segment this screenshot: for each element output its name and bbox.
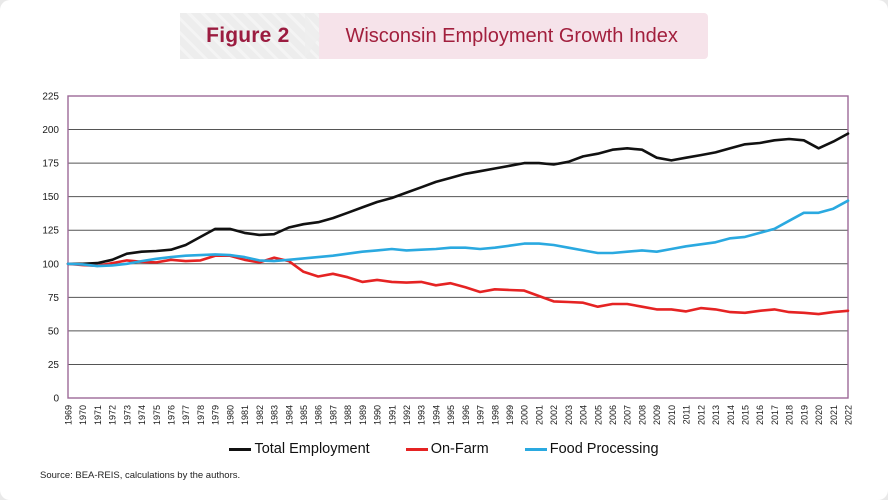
x-tick-label: 2000: [520, 405, 530, 425]
y-tick-label: 150: [42, 192, 59, 203]
chart-title-box: Wisconsin Employment Growth Index: [319, 13, 708, 59]
x-tick-label: 1978: [196, 405, 206, 425]
x-tick-label: 1992: [402, 405, 412, 425]
x-tick-label: 1977: [181, 405, 191, 425]
x-tick-label: 2018: [785, 405, 795, 425]
y-tick-label: 0: [53, 394, 59, 405]
x-tick-label: 2004: [579, 405, 589, 425]
x-tick-label: 2021: [829, 405, 839, 425]
x-tick-label: 1996: [461, 405, 471, 425]
x-tick-label: 1989: [358, 405, 368, 425]
x-tick-label: 2001: [534, 405, 544, 425]
x-tick-label: 1984: [284, 405, 294, 425]
x-tick-label: 1986: [314, 405, 324, 425]
x-tick-label: 1990: [373, 405, 383, 425]
y-tick-label: 175: [42, 159, 59, 170]
x-tick-label: 1981: [240, 405, 250, 425]
x-tick-label: 2020: [814, 405, 824, 425]
x-tick-label: 1970: [78, 405, 88, 425]
x-tick-label: 1971: [93, 405, 103, 425]
legend-item-food-processing: Food Processing: [524, 441, 659, 457]
y-tick-label: 200: [42, 125, 59, 136]
legend-swatch-total-employment-icon: [229, 447, 252, 451]
x-tick-label: 1969: [64, 405, 74, 425]
employment-growth-line-chart: 0 25 50 75 100 125 150 175 200 225 1969 1970 1971 197…: [42, 92, 854, 426]
y-tick-label: 100: [42, 259, 59, 270]
chevron-right-icon: [305, 14, 321, 58]
chart-title: Wisconsin Employment Growth Index: [345, 24, 678, 47]
x-tick-label: 2019: [799, 405, 809, 425]
x-tick-label: 2010: [667, 405, 677, 425]
figure-header: Figure 2 Wisconsin Employment Growth Ind…: [0, 13, 888, 59]
y-tick-label: 225: [42, 92, 59, 103]
series-line-total-employment: [66, 132, 850, 266]
x-tick-label: 2009: [652, 405, 662, 425]
x-tick-label: 1994: [431, 405, 441, 425]
plot-border: [67, 95, 849, 399]
x-tick-label: 1974: [137, 405, 147, 425]
x-tick-label: 2022: [844, 405, 854, 425]
figure-label-box: Figure 2: [180, 13, 321, 59]
x-tick-label: 1979: [211, 405, 221, 425]
x-tick-label: 2014: [726, 405, 736, 425]
series-line-on-farm: [66, 254, 850, 316]
x-tick-label: 2016: [755, 405, 765, 425]
legend-label-on-farm: On-Farm: [430, 441, 489, 457]
x-tick-label: 2006: [608, 405, 618, 425]
x-tick-label: 2007: [623, 405, 633, 425]
x-tick-label: 1985: [299, 405, 309, 425]
x-tick-label: 2015: [740, 405, 750, 425]
x-tick-label: 1997: [476, 405, 486, 425]
y-tick-label: 125: [42, 226, 59, 237]
x-tick-label: 1975: [152, 405, 162, 425]
x-tick-label: 2003: [564, 405, 574, 425]
legend-label-total-employment: Total Employment: [254, 441, 370, 457]
x-tick-label: 1988: [343, 405, 353, 425]
figure-label: Figure 2: [206, 24, 290, 47]
x-tick-label: 2002: [549, 405, 559, 425]
legend-item-total-employment: Total Employment: [229, 441, 370, 457]
x-tick-label: 1972: [108, 405, 118, 425]
x-tick-label: 2005: [593, 405, 603, 425]
x-tick-label: 1973: [122, 405, 132, 425]
x-tick-label: 2012: [696, 405, 706, 425]
x-tick-label: 2017: [770, 405, 780, 425]
chart-area: 0 25 50 75 100 125 150 175 200 225 1969 1970 1971 197…: [0, 88, 888, 440]
series-line-food-processing: [66, 199, 850, 268]
x-tick-label: 1987: [328, 405, 338, 425]
y-tick-label: 75: [48, 293, 60, 304]
x-tick-label: 1991: [387, 405, 397, 425]
x-tick-label: 1983: [270, 405, 280, 425]
y-tick-label: 25: [48, 360, 60, 371]
x-tick-label: 1976: [167, 405, 177, 425]
x-tick-label: 1995: [446, 405, 456, 425]
x-tick-label: 2013: [711, 405, 721, 425]
x-tick-label: 2008: [637, 405, 647, 425]
x-tick-label: 1998: [490, 405, 500, 425]
legend-swatch-food-processing-icon: [524, 447, 547, 451]
source-note: Source: BEA-REIS, calculations by the au…: [40, 470, 241, 481]
x-tick-label: 2011: [682, 405, 692, 424]
x-tick-label: 1993: [417, 405, 427, 425]
y-tick-label: 50: [48, 326, 60, 337]
x-tick-label: 1980: [225, 405, 235, 425]
chart-legend: Total Employment On-Farm Food Processing: [0, 441, 888, 457]
legend-label-food-processing: Food Processing: [549, 441, 659, 457]
legend-swatch-on-farm-icon: [405, 447, 428, 451]
x-tick-label: 1999: [505, 405, 515, 425]
x-tick-label: 1982: [255, 405, 265, 425]
legend-item-on-farm: On-Farm: [405, 441, 489, 457]
